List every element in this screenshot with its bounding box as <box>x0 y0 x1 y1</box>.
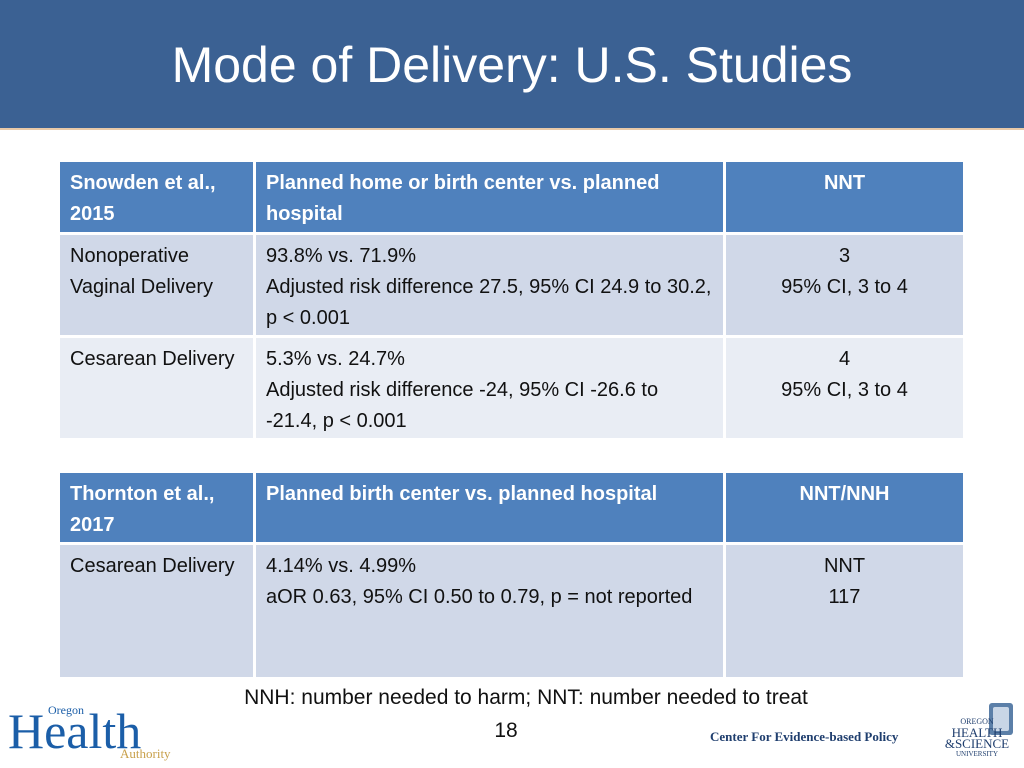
cell-text: NNT <box>823 555 866 577</box>
cell-text: Adjusted risk difference 27.5, 95% CI 24… <box>266 276 712 329</box>
cell-text: Cesarean Delivery <box>70 348 235 370</box>
table-cell: 4.14% vs. 4.99% aOR 0.63, 95% CI 0.50 to … <box>256 545 723 677</box>
table-cell: 4 95% CI, 3 to 4 <box>726 338 963 438</box>
table-cell: NNT 117 <box>726 545 963 677</box>
table-cell: Nonoperative Vaginal Delivery <box>60 235 253 335</box>
table-cell: Snowden et al., 2015 <box>60 162 253 232</box>
logo-line: UNIVERSITY <box>956 750 998 758</box>
cell-text: 5.3% vs. 24.7% <box>266 348 405 370</box>
cell-text: NNT <box>823 172 866 194</box>
cell-text: NNT/NNH <box>799 483 890 505</box>
logo-line: OREGON <box>960 717 994 726</box>
table-cell: 93.8% vs. 71.9% Adjusted risk difference … <box>256 235 723 335</box>
table-cell: Cesarean Delivery <box>60 545 253 677</box>
page-number: 18 <box>494 719 518 742</box>
cell-text: Cesarean Delivery <box>70 555 235 577</box>
cell-text: Adjusted risk difference -24, 95% CI -26… <box>266 379 659 432</box>
cell-text: 4 <box>838 348 851 370</box>
table-cell: Cesarean Delivery <box>60 338 253 438</box>
logo-text: Oregon <box>48 703 84 717</box>
cell-text: Snowden et al., 2015 <box>70 172 216 225</box>
footnote: NNH: number needed to harm; NNT: number … <box>244 686 808 709</box>
header-band: Mode of Delivery: U.S. Studies <box>0 0 1024 130</box>
table-cell: 3 95% CI, 3 to 4 <box>726 235 963 335</box>
table-cell: Planned home or birth center vs. planned… <box>256 162 723 232</box>
logo-text: Health <box>8 703 142 759</box>
cell-text: Planned home or birth center vs. planned… <box>266 172 660 225</box>
cell-text: 117 <box>828 586 861 608</box>
cell-text: Planned birth center vs. planned hospita… <box>266 483 658 505</box>
logo-line: HEALTH <box>951 725 1003 740</box>
slide-title: Mode of Delivery: U.S. Studies <box>171 37 853 93</box>
logo-line: &SCIENCE <box>944 736 1010 751</box>
cell-text: aOR 0.63, 95% CI 0.50 to 0.79, p = not r… <box>266 586 693 608</box>
cell-text: 93.8% vs. 71.9% <box>266 245 417 267</box>
logo-text: OREGON HEALTH &SCIENCE UNIVERSITY <box>936 716 1018 760</box>
table-cell: Planned birth center vs. planned hospita… <box>256 473 723 542</box>
cell-text: 95% CI, 3 to 4 <box>781 379 908 401</box>
logo-icon <box>989 703 1013 735</box>
footer-text: Center For Evidence-based Policy <box>710 729 899 744</box>
cell-text: 3 <box>838 245 851 267</box>
cell-text: 95% CI, 3 to 4 <box>781 276 908 298</box>
table-cell: NNT <box>726 162 963 232</box>
table-cell: NNT/NNH <box>726 473 963 542</box>
table-cell: 5.3% vs. 24.7% Adjusted risk difference -… <box>256 338 723 438</box>
logo-text: Authority <box>120 746 171 761</box>
cell-text: 4.14% vs. 4.99% <box>266 555 417 577</box>
cell-text: Thornton et al., 2017 <box>70 483 215 536</box>
cell-text: Nonoperative Vaginal Delivery <box>70 245 214 298</box>
table-cell: Thornton et al., 2017 <box>60 473 253 542</box>
table: Snowden et al., 2015 Planned home or birt… <box>60 162 963 438</box>
table: Thornton et al., 2017 Planned birth cente… <box>60 473 963 677</box>
